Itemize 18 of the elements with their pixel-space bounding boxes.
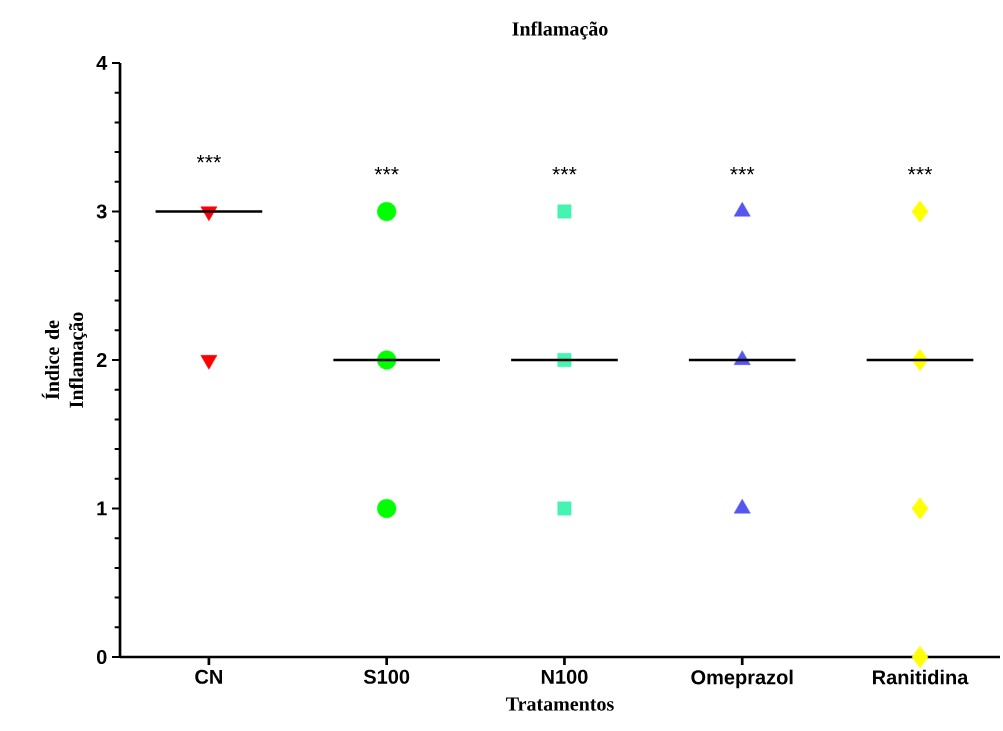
x-tick-label: Omeprazol [691, 669, 793, 689]
x-tick-label: CN [195, 669, 222, 684]
annotation: *** [552, 166, 577, 175]
x-tick-label: Ranitidina [873, 669, 969, 685]
y-tick-label: 0 [96, 649, 107, 665]
y-axis-title: Índice de Inflamação [41, 312, 88, 408]
annotation: *** [374, 166, 399, 175]
x-axis-title: Tratamentos [506, 697, 614, 711]
y-tick-label: 1 [97, 501, 107, 516]
x-tick-label: N100 [541, 669, 588, 684]
chart-title: Inflamação [512, 21, 608, 40]
annotation: *** [907, 166, 933, 175]
annotation: *** [730, 166, 755, 175]
x-tick-label: S100 [363, 669, 410, 684]
y-tick-label: 4 [96, 56, 108, 70]
y-tick-label: 2 [96, 353, 107, 367]
annotation: *** [196, 154, 222, 163]
y-tick-label: 3 [96, 204, 107, 219]
